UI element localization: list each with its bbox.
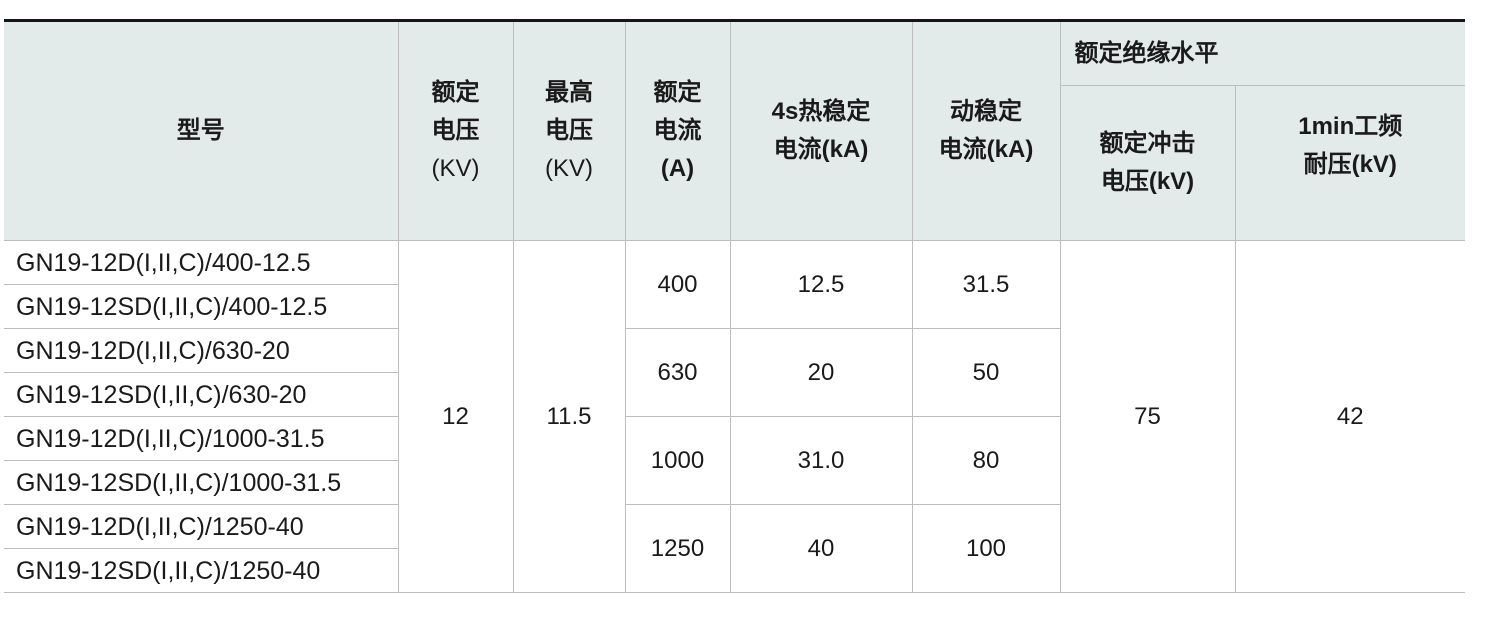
spec-table: 型号 额定 电压 (KV) 最高 电压 (KV) 额定 电流 (A) 4s热稳定 电流(kA)… bbox=[4, 19, 1465, 593]
rated-current-cell: 1250 bbox=[624, 504, 731, 593]
model-cell: GN19-12D(I,II,C)/1250-40 bbox=[4, 504, 399, 549]
model-cell: GN19-12SD(I,II,C)/1250-40 bbox=[4, 548, 398, 593]
dynamic-current-cell: 31.5 bbox=[911, 240, 1061, 329]
table-row: GN19-12SD(I,II,C)/400-12.5 bbox=[4, 284, 1465, 329]
table-row: GN19-12D(I,II,C)/1250-40 1250 40 100 bbox=[4, 504, 1465, 593]
rated-voltage-cell: 12 bbox=[397, 240, 514, 593]
table-row: GN19-12D(I,II,C)/400-12.5 12 11.5 400 12… bbox=[4, 240, 1465, 593]
model-cell: GN19-12D(I,II,C)/630-20 bbox=[4, 328, 399, 373]
dynamic-current-cell: 50 bbox=[911, 328, 1060, 417]
table-row: GN19-12SD(I,II,C)/1000-31.5 bbox=[4, 460, 1465, 505]
power-freq-voltage-cell: 42 bbox=[1234, 240, 1465, 593]
max-voltage-cell: 11.5 bbox=[512, 240, 626, 593]
model-cell: GN19-12SD(I,II,C)/630-20 bbox=[4, 372, 398, 417]
dynamic-current-cell: 80 bbox=[911, 416, 1060, 505]
table-row: GN19-12SD(I,II,C)/630-20 bbox=[4, 372, 1465, 417]
thermal-current-cell: 12.5 bbox=[729, 240, 913, 329]
impulse-voltage-cell: 75 bbox=[1059, 240, 1236, 593]
table-row: GN19-12D(I,II,C)/630-20 630 20 50 bbox=[4, 328, 1465, 417]
thermal-current-cell: 31.0 bbox=[729, 416, 913, 505]
header-power-freq-voltage: 1min工频 耐压(kV) bbox=[1234, 85, 1465, 241]
header-dynamic-current: 动稳定 电流(kA) bbox=[911, 19, 1061, 241]
model-cell: GN19-12D(I,II,C)/400-12.5 bbox=[4, 240, 399, 285]
model-cell: GN19-12SD(I,II,C)/400-12.5 bbox=[4, 284, 398, 329]
header-thermal-current: 4s热稳定 电流(kA) bbox=[729, 19, 913, 241]
model-cell: GN19-12D(I,II,C)/1000-31.5 bbox=[4, 416, 399, 461]
header-insulation-group: 额定绝缘水平 bbox=[1059, 19, 1465, 86]
header-max-voltage: 最高 电压 (KV) bbox=[512, 19, 626, 241]
thermal-current-cell: 20 bbox=[729, 328, 913, 417]
header-model: 型号 bbox=[4, 19, 399, 241]
rated-current-cell: 1000 bbox=[624, 416, 731, 505]
rated-current-cell: 630 bbox=[624, 328, 731, 417]
rated-current-cell: 400 bbox=[624, 240, 731, 329]
dynamic-current-cell: 100 bbox=[911, 504, 1060, 593]
header-rated-current: 额定 电流 (A) bbox=[624, 19, 731, 241]
thermal-current-cell: 40 bbox=[729, 504, 913, 593]
table-row: GN19-12SD(I,II,C)/1250-40 bbox=[4, 548, 1465, 593]
header-impulse-voltage: 额定冲击 电压(kV) bbox=[1060, 85, 1236, 241]
table-row: GN19-12D(I,II,C)/1000-31.5 1000 31.0 80 bbox=[4, 416, 1465, 505]
header-rated-voltage: 额定 电压 (KV) bbox=[397, 19, 514, 241]
model-cell: GN19-12SD(I,II,C)/1000-31.5 bbox=[4, 460, 398, 505]
